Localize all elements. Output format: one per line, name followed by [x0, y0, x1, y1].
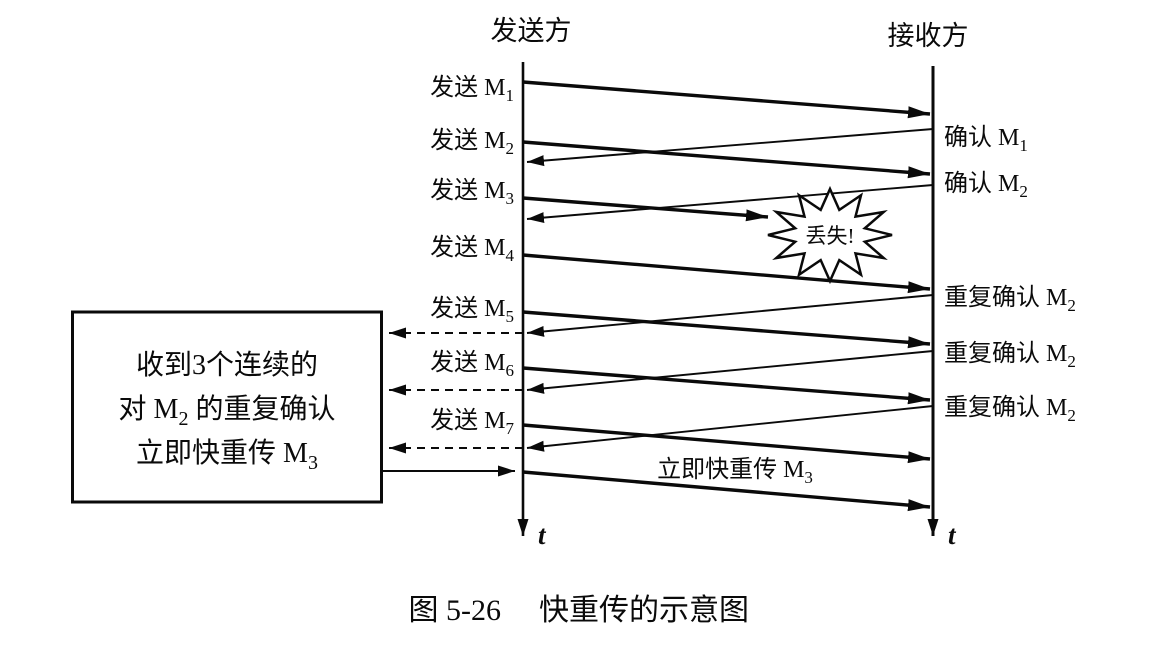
send-arrow-m4: [522, 253, 931, 294]
send-label-m4: 发送 M4: [430, 234, 514, 265]
ack-arrow-m2: [526, 184, 934, 224]
note-box: [71, 310, 383, 504]
dup-ack-label-3: 重复确认 M2: [944, 394, 1076, 425]
send-label-m2: 发送 M2: [430, 127, 514, 158]
send-label-m6: 发送 M6: [430, 349, 514, 380]
send-label-m7: 发送 M7: [430, 407, 514, 438]
time-label-sender: t: [538, 520, 547, 550]
dup-ack-arrow-3: [526, 405, 934, 452]
send-label-m5: 发送 M5: [430, 295, 514, 326]
dup-ack-label-1: 重复确认 M2: [944, 284, 1076, 315]
send-arrow-m7: [522, 423, 931, 464]
ack-label-m2: 确认 M2: [944, 170, 1028, 201]
note-box-line1: 收到3个连续的: [136, 349, 318, 381]
send-arrow-m2: [522, 140, 931, 179]
dup-ack-label-2: 重复确认 M2: [944, 340, 1076, 371]
time-label-receiver: t: [948, 520, 957, 550]
figure-caption-number: 图 5-26: [409, 594, 502, 627]
note-box-line3: 立即快重传 M3: [136, 437, 318, 474]
ack-arrow-m1: [526, 128, 934, 167]
lost-burst-shape: [767, 185, 893, 285]
ack-label-m1: 确认 M1: [944, 124, 1028, 155]
lost-burst-label: 丢失!: [806, 224, 855, 248]
dup-ack-arrow-2: [526, 350, 934, 394]
receiver-header: 接收方: [888, 21, 969, 51]
retransmit-arrow-m3: [522, 470, 931, 512]
sender-header: 发送方: [491, 16, 572, 46]
send-arrow-m1: [522, 80, 931, 119]
send-label-m3: 发送 M3: [430, 177, 514, 208]
send-arrow-m6: [522, 366, 931, 405]
send-arrow-m3-lost: [522, 196, 769, 222]
dup-ack-arrow-1: [526, 294, 934, 337]
send-label-m1: 发送 M1: [430, 74, 514, 105]
figure-caption-title: 快重传的示意图: [539, 594, 749, 627]
figure-caption: 图 5-26 快重传的示意图: [409, 594, 750, 627]
note-box-line2: 对 M2 的重复确认: [119, 393, 336, 430]
send-arrow-m5: [522, 310, 931, 349]
retransmit-label: 立即快重传 M3: [657, 456, 813, 487]
